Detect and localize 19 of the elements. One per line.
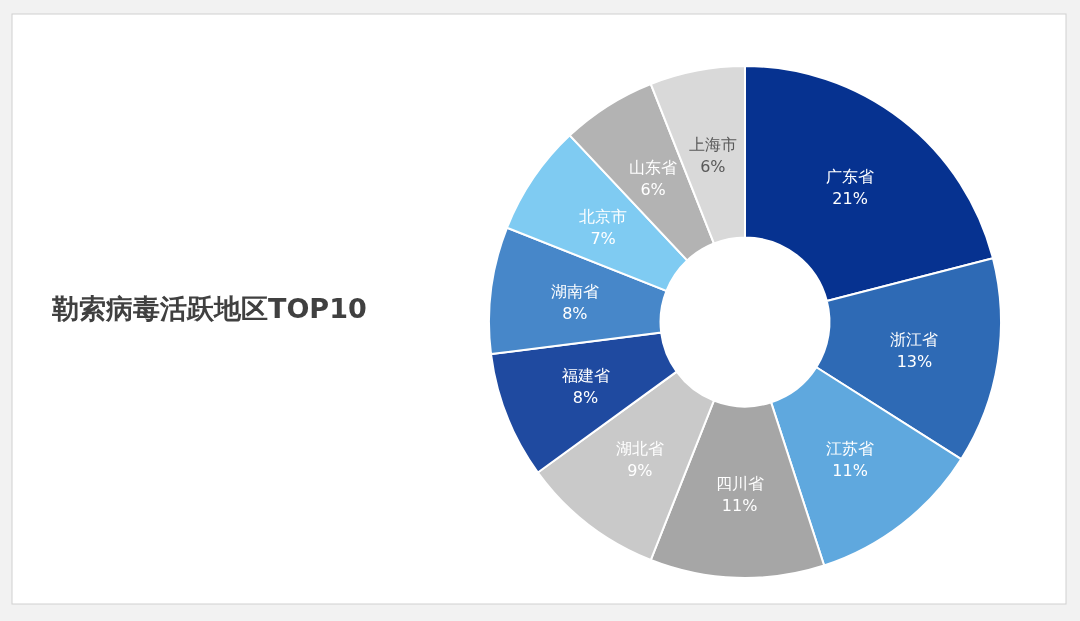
slice-label: 江苏省 xyxy=(826,438,875,458)
data-label: 8% xyxy=(562,303,588,323)
slice-label: 四川省 xyxy=(715,474,764,494)
data-label: 6% xyxy=(640,180,666,200)
data-label: 11% xyxy=(832,460,868,480)
slice-label: 浙江省 xyxy=(890,329,939,349)
data-label: 13% xyxy=(896,351,933,371)
data-label: 11% xyxy=(721,496,758,516)
slice-label: 湖南省 xyxy=(550,281,599,301)
slice-label: 上海市 xyxy=(688,134,737,154)
slice-label: 广东省 xyxy=(826,167,875,187)
slice-label: 北京市 xyxy=(579,206,628,226)
data-label: 21% xyxy=(832,189,868,209)
slice-label: 山东省 xyxy=(629,158,678,178)
data-label: 6% xyxy=(700,156,726,176)
slice-label: 福建省 xyxy=(561,366,610,386)
data-label: 7% xyxy=(590,228,616,248)
text: 勒索病毒活跃地区TOP10 xyxy=(51,293,367,324)
data-label: 8% xyxy=(572,388,599,408)
